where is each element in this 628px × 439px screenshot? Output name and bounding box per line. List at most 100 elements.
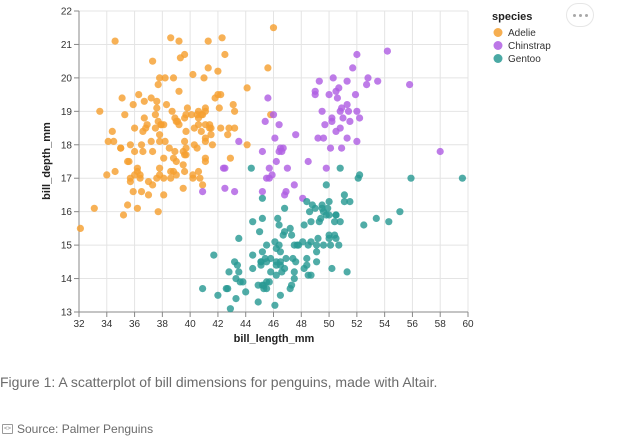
data-point-adelie: [119, 211, 128, 219]
data-point-adelie: [157, 121, 165, 129]
data-point-adelie: [160, 154, 168, 162]
data-point-adelie: [217, 91, 225, 99]
data-point-chinstrap: [271, 134, 279, 142]
data-point-gentoo: [324, 204, 332, 212]
data-point-adelie: [167, 167, 175, 176]
data-point-chinstrap: [314, 134, 322, 142]
data-point-adelie: [121, 111, 129, 119]
data-point-adelie: [196, 174, 204, 182]
data-point-adelie: [204, 64, 212, 72]
data-point-gentoo: [300, 221, 308, 229]
data-point-adelie: [139, 127, 147, 135]
data-point-adelie: [131, 147, 139, 156]
data-point-adelie: [154, 81, 162, 89]
data-point-gentoo: [328, 264, 336, 273]
data-point-adelie: [151, 124, 159, 132]
data-point-adelie: [153, 104, 161, 112]
legend-swatch-adelie: [493, 28, 503, 37]
legend-label-adelie: Adelie: [508, 28, 536, 39]
data-point-gentoo: [233, 261, 241, 269]
data-point-adelie: [229, 101, 237, 109]
data-point-gentoo: [256, 228, 264, 236]
data-point-gentoo: [289, 254, 297, 263]
data-point-adelie: [154, 208, 162, 216]
y-tick-label: 13: [61, 308, 73, 319]
data-point-chinstrap: [338, 144, 346, 152]
data-point-chinstrap: [343, 77, 351, 85]
data-point-gentoo: [319, 241, 328, 249]
data-point-adelie: [189, 70, 197, 79]
x-tick-label: 44: [240, 319, 252, 330]
figure-caption: Figure 1: A scatterplot of bill dimensio…: [0, 374, 438, 390]
legend: species Adelie Chinstrap Gentoo: [492, 11, 551, 65]
data-point-adelie: [175, 37, 183, 45]
data-point-adelie: [137, 141, 146, 149]
data-point-gentoo: [265, 278, 273, 286]
data-point-chinstrap: [283, 164, 291, 172]
data-point-adelie: [131, 171, 139, 179]
data-point-gentoo: [372, 214, 380, 222]
data-point-gentoo: [336, 164, 344, 172]
data-point-gentoo: [258, 248, 266, 256]
data-point-adelie: [182, 144, 190, 152]
x-tick-label: 54: [379, 319, 391, 330]
legend-title: species: [492, 11, 532, 23]
source-link[interactable]: <> Source: Palmer Penguins: [2, 422, 153, 436]
legend-swatch-chinstrap: [493, 41, 503, 50]
y-tick-label: 18: [61, 140, 73, 151]
data-point-adelie: [117, 144, 125, 152]
data-point-chinstrap: [351, 91, 360, 99]
axes: 32 34 36 38 40 42 44 46 48 50 52 54 56 58 60 13 14 15 16 17…: [61, 7, 474, 331]
data-point-gentoo: [458, 174, 466, 182]
data-point-gentoo: [343, 268, 351, 276]
data-point-chinstrap: [346, 117, 354, 125]
data-point-adelie: [162, 101, 171, 109]
more-horizontal-icon: [572, 13, 576, 17]
x-tick-label: 42: [212, 319, 224, 330]
data-point-adelie: [187, 111, 196, 119]
data-point-adelie: [160, 191, 168, 199]
data-point-adelie: [90, 204, 98, 212]
data-point-gentoo: [199, 285, 207, 293]
data-point-gentoo: [335, 241, 343, 249]
data-point-chinstrap: [319, 134, 328, 142]
data-point-gentoo: [286, 285, 294, 293]
data-point-gentoo: [232, 275, 240, 283]
data-point-adelie: [214, 67, 222, 75]
data-point-gentoo: [318, 204, 326, 212]
data-point-adelie: [211, 94, 219, 102]
data-point-adelie: [144, 191, 153, 199]
data-point-adelie: [156, 137, 164, 145]
source-label: Source: Palmer Penguins: [17, 422, 154, 436]
data-point-adelie: [140, 114, 148, 122]
data-point-adelie: [118, 94, 126, 102]
data-point-gentoo: [272, 271, 280, 279]
data-point-gentoo: [281, 204, 289, 212]
data-point-adelie: [137, 188, 146, 196]
data-point-gentoo: [281, 228, 289, 236]
data-point-chinstrap: [272, 157, 280, 166]
data-point-gentoo: [306, 208, 314, 216]
data-point-chinstrap: [318, 107, 326, 115]
data-point-adelie: [153, 174, 161, 182]
chart-actions-menu-button[interactable]: [566, 3, 594, 27]
data-point-adelie: [208, 141, 216, 149]
data-point-adelie: [156, 74, 164, 82]
data-point-adelie: [110, 137, 118, 145]
data-point-chinstrap: [315, 77, 323, 85]
legend-label-gentoo: Gentoo: [508, 54, 541, 65]
data-point-adelie: [182, 111, 190, 119]
data-point-chinstrap: [383, 47, 391, 55]
data-point-adelie: [175, 121, 183, 129]
data-point-chinstrap: [349, 64, 357, 72]
data-point-gentoo: [407, 174, 415, 182]
y-tick-label: 15: [61, 241, 73, 252]
data-point-gentoo: [275, 221, 283, 229]
y-tick-label: 21: [61, 40, 73, 51]
data-point-chinstrap: [336, 107, 344, 115]
data-point-adelie: [125, 157, 133, 166]
data-point-adelie: [179, 161, 187, 169]
data-point-gentoo: [360, 221, 368, 229]
data-point-adelie: [129, 101, 137, 109]
data-point-adelie: [226, 154, 234, 162]
